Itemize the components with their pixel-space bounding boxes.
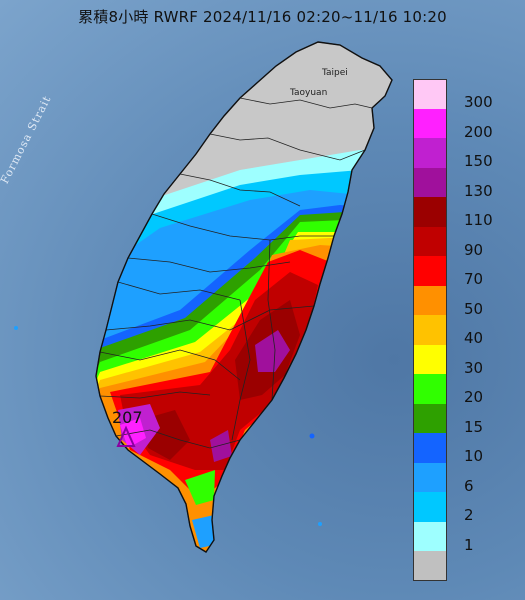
max-rainfall-value: 207 (112, 408, 143, 427)
legend-swatch (413, 79, 447, 109)
legend-swatch (413, 226, 447, 256)
legend-swatch (413, 197, 447, 227)
legend-swatch (413, 462, 447, 492)
legend-swatch (413, 433, 447, 463)
legend-row: 20 (413, 374, 511, 406)
legend-label: 40 (464, 329, 484, 347)
legend-row (413, 551, 511, 581)
legend-swatch (413, 492, 447, 522)
rainfall-legend: 300 200 150 130 110 90 70 50 40 30 20 15 10 6 2 1 (413, 79, 511, 581)
legend-label: 300 (464, 93, 493, 111)
island-marker (318, 522, 322, 526)
legend-swatch (413, 521, 447, 551)
legend-swatch (413, 167, 447, 197)
legend-row: 90 (413, 226, 511, 259)
island-marker (14, 326, 18, 330)
legend-row: 300 (413, 79, 511, 111)
legend-row: 1 (413, 521, 511, 554)
legend-swatch (413, 138, 447, 168)
coastline (95, 41, 393, 553)
legend-label: 200 (464, 122, 493, 141)
legend-label: 20 (464, 388, 484, 406)
legend-swatch (413, 108, 447, 138)
legend-row: 15 (413, 403, 511, 436)
legend-label: 15 (464, 417, 484, 436)
legend-label: 150 (464, 152, 493, 170)
legend-swatch (413, 374, 447, 404)
legend-row: 50 (413, 285, 511, 318)
legend-row: 10 (413, 433, 511, 465)
legend-row: 2 (413, 492, 511, 524)
legend-label: 130 (464, 181, 493, 200)
legend-row: 70 (413, 256, 511, 288)
legend-swatch (413, 256, 447, 286)
legend-row: 110 (413, 197, 511, 229)
legend-swatch (413, 315, 447, 345)
legend-label: 10 (464, 447, 484, 465)
island-marker (309, 433, 315, 439)
taipei-label: Taipei (322, 68, 348, 78)
legend-label: 6 (464, 476, 474, 495)
legend-label: 1 (464, 535, 474, 554)
legend-label: 30 (464, 358, 484, 377)
legend-swatch (413, 285, 447, 315)
legend-label: 50 (464, 299, 484, 318)
legend-row: 40 (413, 315, 511, 347)
legend-label: 2 (464, 506, 474, 524)
max-value-marker (116, 425, 136, 447)
legend-swatch (413, 403, 447, 433)
legend-row: 150 (413, 138, 511, 170)
taoyuan-label: Taoyuan (290, 88, 328, 98)
legend-label: 90 (464, 240, 484, 259)
county-boundaries (99, 97, 373, 449)
legend-label: 110 (464, 211, 493, 229)
legend-row: 130 (413, 167, 511, 200)
legend-label: 70 (464, 270, 484, 288)
legend-row: 6 (413, 462, 511, 495)
legend-row: 30 (413, 344, 511, 377)
legend-swatch (413, 344, 447, 374)
map-title: 累積8小時 RWRF 2024/11/16 02:20~11/16 10:20 (78, 8, 447, 26)
legend-row: 200 (413, 108, 511, 141)
legend-swatch (413, 551, 447, 581)
